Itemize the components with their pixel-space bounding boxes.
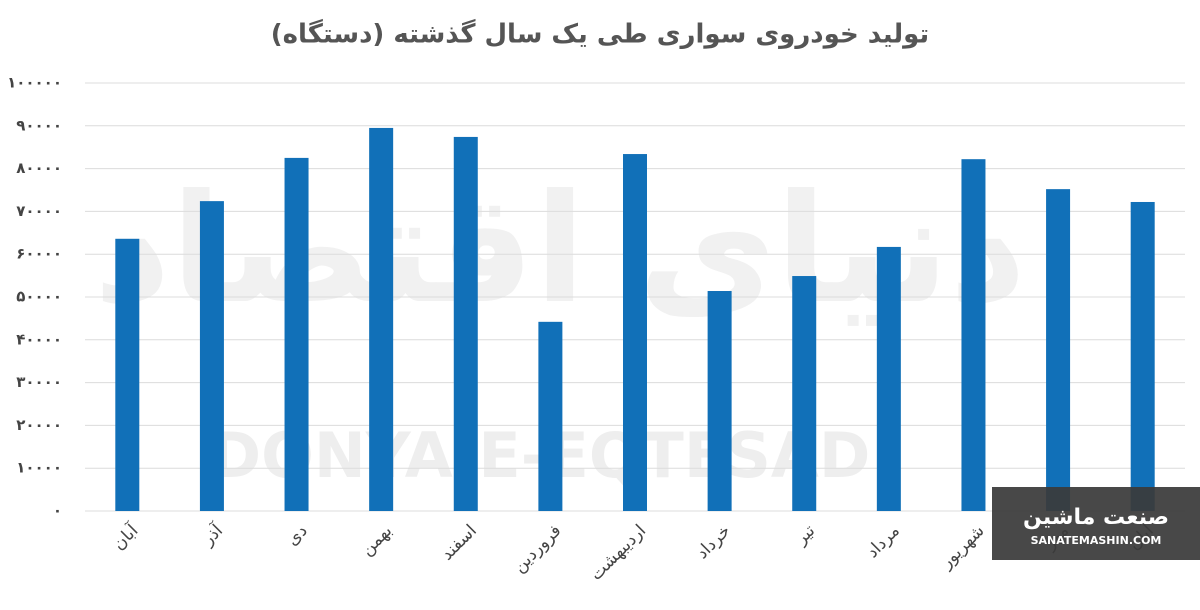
plot: ۰ ۱۰۰۰۰ ۲۰۰۰۰ ۳۰۰۰۰ ۴۰۰۰۰ ۵۰۰۰۰ ۶۰۰۰۰ ۷۰۰۰۰ ۸۰۰۰… — [7, 74, 1185, 585]
y-tick-label: ۸۰۰۰۰ — [16, 159, 62, 177]
bar — [961, 159, 986, 511]
bar — [1130, 201, 1155, 511]
y-tick-label: ۷۰۰۰۰ — [16, 202, 62, 220]
y-tick-label: ۶۰۰۰۰ — [16, 245, 62, 263]
y-tick-label: ۰ — [53, 502, 62, 520]
y-tick-label: ۴۰۰۰۰ — [16, 330, 62, 348]
logo-url: SANATEMASHIN.COM — [1031, 534, 1162, 547]
y-tick-label: ۵۰۰۰۰ — [16, 288, 62, 306]
bar — [707, 291, 732, 511]
y-tick-label: ۲۰۰۰۰ — [16, 416, 62, 434]
y-tick-label: ۳۰۰۰۰ — [16, 373, 62, 391]
logo: صنعت ماشین SANATEMASHIN.COM — [992, 487, 1200, 560]
bar — [623, 154, 647, 511]
y-tick-label: ۱۰۰۰۰ — [16, 459, 62, 477]
bar — [115, 238, 140, 512]
y-tick-label: ۹۰۰۰۰ — [16, 116, 62, 134]
bar — [1046, 189, 1071, 512]
bar — [369, 127, 394, 511]
bar — [792, 276, 817, 511]
y-tick-label: ۱۰۰۰۰۰ — [7, 74, 62, 92]
chart-title: تولید خودروی سواری طی یک سال گذشته (دستگ… — [271, 19, 929, 50]
logo-box — [992, 487, 1200, 560]
bar — [199, 201, 224, 512]
bar — [284, 157, 309, 511]
watermark-persian: دنیای اقتصاد — [94, 163, 1027, 337]
bar — [876, 246, 901, 511]
logo-name: صنعت ماشین — [1023, 505, 1169, 530]
bar — [538, 321, 563, 511]
bar — [453, 136, 478, 512]
